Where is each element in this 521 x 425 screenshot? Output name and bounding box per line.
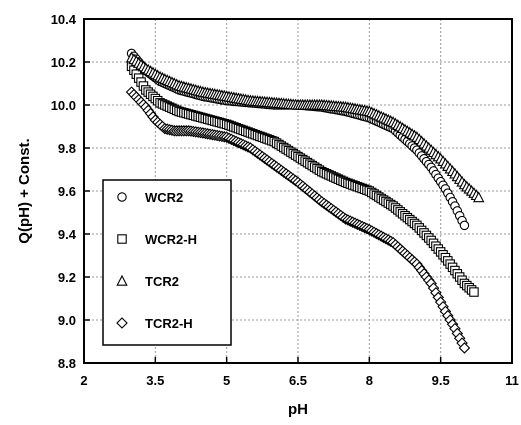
tick-marks: [83, 18, 513, 364]
data-point: [469, 287, 479, 297]
y-tick-label: 9.8: [58, 141, 76, 156]
data-point: [459, 220, 470, 231]
x-tick-label: 6.5: [289, 373, 307, 388]
y-tick-labels: 8.8 9.0 9.2 9.4 9.6 9.8 10.0 10.2 10.4: [51, 12, 77, 371]
x-tick-label: 9.5: [432, 373, 450, 388]
legend: WCR2 WCR2-H TCR2 TCR2-H: [102, 179, 232, 346]
y-tick-label: 10.2: [51, 55, 76, 70]
legend-marker-triangle: [116, 274, 128, 286]
y-tick-label: 8.8: [58, 356, 76, 371]
y-axis-label: Q(pH) + Const.: [16, 138, 33, 243]
legend-label: TCR2: [145, 274, 179, 289]
series-tcr2: [125, 51, 485, 203]
data-point: [458, 342, 471, 354]
x-tick-label: 8: [366, 373, 373, 388]
y-tick-label: 9.6: [58, 184, 76, 199]
legend-label: TCR2-H: [145, 316, 193, 331]
legend-marker-diamond: [116, 317, 128, 329]
x-tick-label: 5: [223, 373, 230, 388]
x-axis-label: pH: [288, 401, 308, 418]
x-tick-label: 2: [80, 373, 87, 388]
x-tick-labels: 2 3.5 5 6.5 8 9.5 11: [80, 373, 518, 388]
legend-marker-square: [117, 234, 127, 244]
y-tick-label: 9.0: [58, 313, 76, 328]
y-tick-label: 9.2: [58, 270, 76, 285]
series-layer: [125, 48, 485, 354]
legend-label: WCR2: [145, 190, 183, 205]
legend-marker-circle: [117, 192, 127, 202]
x-tick-label: 3.5: [146, 373, 164, 388]
y-tick-label: 9.4: [58, 227, 77, 242]
y-tick-label: 10.0: [51, 98, 76, 113]
legend-box: [102, 179, 232, 346]
series-wcr2-h: [126, 61, 479, 297]
series-tcr2-h: [125, 86, 471, 354]
data-point: [473, 191, 485, 203]
y-tick-label: 10.4: [51, 12, 77, 27]
x-tick-label: 11: [505, 373, 519, 388]
legend-label: WCR2-H: [145, 232, 197, 247]
